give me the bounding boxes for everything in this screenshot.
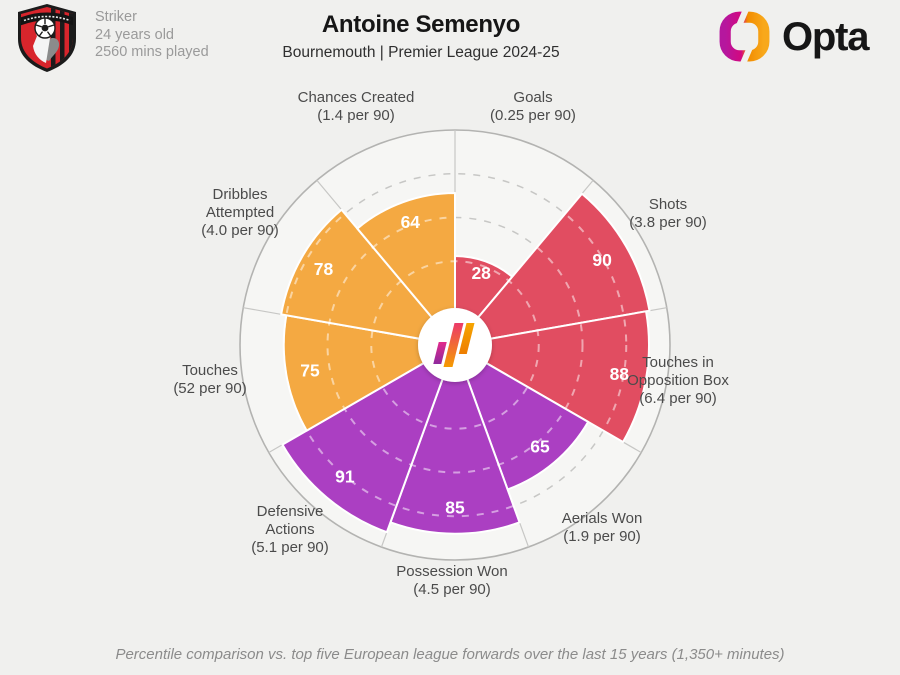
club-badge [15,3,79,73]
percentile-value: 28 [471,263,491,283]
bournemouth-crest-icon [18,4,76,72]
percentile-value: 65 [530,436,550,456]
player-info: Striker 24 years old 2560 mins played [95,9,209,62]
opta-bars-icon [433,323,475,367]
opta-wordmark: Opta [782,14,870,59]
percentile-value: 78 [314,259,334,279]
percentile-value: 75 [300,361,320,381]
page-title: Antoine Semenyo [321,11,521,38]
pizza-slice [356,192,456,346]
grid-ring-highlight [326,216,584,474]
percentile-value: 88 [610,364,630,384]
grid-ring-highlight [282,193,628,518]
pizza-slice [281,344,456,534]
pizza-slice [454,344,590,491]
player-age: 24 years old [95,26,174,43]
grid-ring-highlight [370,260,540,430]
percentile-value: 90 [592,250,612,270]
title-block: Antoine Semenyo Bournemouth | Premier Le… [282,11,559,62]
pizza-slice [454,310,650,443]
opta-mark-icon [719,8,770,65]
percentile-value: 91 [335,466,355,486]
percentile-value: 64 [401,212,421,232]
pizza-slice [389,344,521,535]
player-minutes: 2560 mins played [95,44,209,60]
pizza-slice [280,208,456,346]
percentile-value: 85 [445,497,465,517]
pizza-slice [454,192,651,346]
page-subtitle: Bournemouth | Premier League 2024-25 [282,44,560,61]
opta-logo: Opta [716,8,870,65]
footnote: Percentile comparison vs. top five Europ… [115,646,785,663]
chart-center-hub [418,308,492,382]
player-position: Striker [95,9,137,25]
